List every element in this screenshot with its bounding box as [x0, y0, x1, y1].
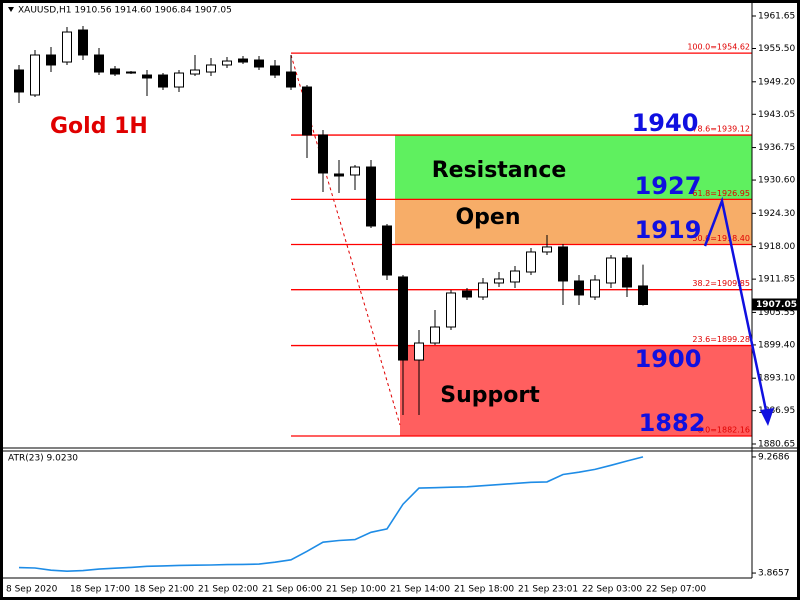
x-tick-label: 18 Sep 21:00 — [134, 585, 194, 595]
chart-title: Gold 1H — [50, 114, 148, 139]
x-tick-label: 8 Sep 2020 — [6, 585, 58, 595]
candle-body — [382, 225, 392, 276]
fib-label: 0.0=1882.16 — [697, 426, 750, 435]
y-tick-label: 1886.95 — [758, 406, 795, 416]
price-annotation: 1919 — [635, 216, 702, 244]
y-tick-label: 1924.30 — [758, 209, 795, 219]
candle-body — [222, 60, 232, 66]
fib-trendline — [290, 54, 401, 426]
candle-body — [574, 280, 584, 296]
header-icon — [8, 7, 14, 12]
y-tick-label: 9.2686 — [758, 452, 790, 462]
candle-body — [334, 173, 344, 177]
candle-body — [286, 71, 296, 88]
zone — [395, 199, 752, 245]
candle-body — [78, 29, 88, 56]
arrow-head — [760, 408, 774, 426]
candle-body — [126, 71, 136, 74]
x-tick-label: 22 Sep 07:00 — [646, 585, 706, 595]
price-annotation: 1882 — [639, 409, 706, 437]
y-tick-label: 1880.65 — [758, 439, 795, 449]
price-marker — [752, 298, 797, 311]
price-annotation: 1940 — [632, 109, 699, 137]
x-tick-label: 22 Sep 03:00 — [582, 585, 642, 595]
y-tick-label: 1955.50 — [758, 44, 795, 54]
candle-body — [46, 54, 56, 66]
candle-body — [30, 54, 40, 96]
candle-body — [606, 257, 616, 284]
candle-body — [318, 134, 328, 174]
y-tick-label: 1899.40 — [758, 340, 795, 350]
y-tick-label: 1918.00 — [758, 242, 795, 252]
fib-label: 100.0=1954.62 — [687, 43, 750, 52]
y-tick-label: 1949.20 — [758, 77, 795, 87]
y-tick-label: 1911.85 — [758, 275, 795, 285]
candle-body — [254, 59, 264, 68]
candle-body — [350, 166, 360, 176]
candle-body — [638, 285, 648, 305]
y-tick-label: 3.8657 — [758, 569, 790, 579]
fib-label: 50.0=1918.40 — [692, 234, 750, 243]
zone-label: Support — [440, 383, 540, 408]
zone-label: Resistance — [432, 158, 567, 183]
candle-body — [478, 282, 488, 298]
candle-body — [398, 276, 408, 361]
candle-body — [526, 251, 536, 273]
y-tick-label: 1930.60 — [758, 176, 795, 186]
candle-body — [446, 292, 456, 328]
x-tick-label: 21 Sep 14:00 — [390, 585, 450, 595]
candle-body — [494, 278, 504, 284]
x-tick-label: 21 Sep 06:00 — [262, 585, 322, 595]
candle-body — [110, 68, 120, 75]
fib-label: 78.6=1939.12 — [692, 125, 750, 134]
x-tick-label: 21 Sep 02:00 — [198, 585, 258, 595]
fib-label: 23.6=1899.28 — [692, 335, 750, 344]
candle-body — [190, 69, 200, 75]
x-tick-label: 21 Sep 18:00 — [454, 585, 514, 595]
candle-body — [142, 74, 152, 79]
candle-body — [510, 270, 520, 283]
fib-label: 38.2=1909.85 — [692, 279, 750, 288]
y-tick-label: 1961.65 — [758, 12, 795, 22]
candle-body — [174, 72, 184, 88]
candle-body — [462, 290, 472, 298]
x-tick-label: 21 Sep 23:01 — [518, 585, 578, 595]
zone — [395, 135, 752, 200]
candle-body — [158, 74, 168, 88]
price-marker-label: 1907.05 — [756, 300, 797, 310]
candle-body — [558, 246, 568, 282]
indicator-line — [18, 456, 644, 573]
x-tick-label: 18 Sep 17:00 — [70, 585, 130, 595]
zone-label: Open — [455, 205, 520, 230]
candle-body — [622, 257, 632, 288]
y-tick-label: 1905.55 — [758, 308, 795, 318]
price-annotation: 1900 — [635, 345, 702, 373]
forecast-arrow — [703, 196, 770, 421]
candle-body — [206, 64, 216, 73]
candle-body — [94, 54, 104, 73]
candle-body — [590, 279, 600, 298]
y-tick-label: 1943.05 — [758, 110, 795, 120]
candle-body — [238, 58, 248, 63]
header: XAUUSD,H1 1910.56 1914.60 1906.84 1907.0… — [18, 6, 232, 16]
candle-body — [542, 246, 552, 253]
candle-body — [414, 342, 424, 361]
indicator-label: ATR(23) 9.0230 — [8, 454, 78, 464]
candle-body — [366, 166, 376, 227]
candle-body — [270, 65, 280, 76]
y-tick-label: 1936.75 — [758, 143, 795, 153]
fib-label: 61.8=1926.95 — [692, 189, 750, 198]
candle-body — [62, 31, 72, 63]
candle-body — [302, 86, 312, 136]
x-tick-label: 21 Sep 10:00 — [326, 585, 386, 595]
price-annotation: 1927 — [635, 172, 702, 200]
y-tick-label: 1893.10 — [758, 374, 795, 384]
zone — [400, 345, 752, 437]
candle-body — [430, 326, 440, 344]
candle-body — [14, 69, 24, 93]
